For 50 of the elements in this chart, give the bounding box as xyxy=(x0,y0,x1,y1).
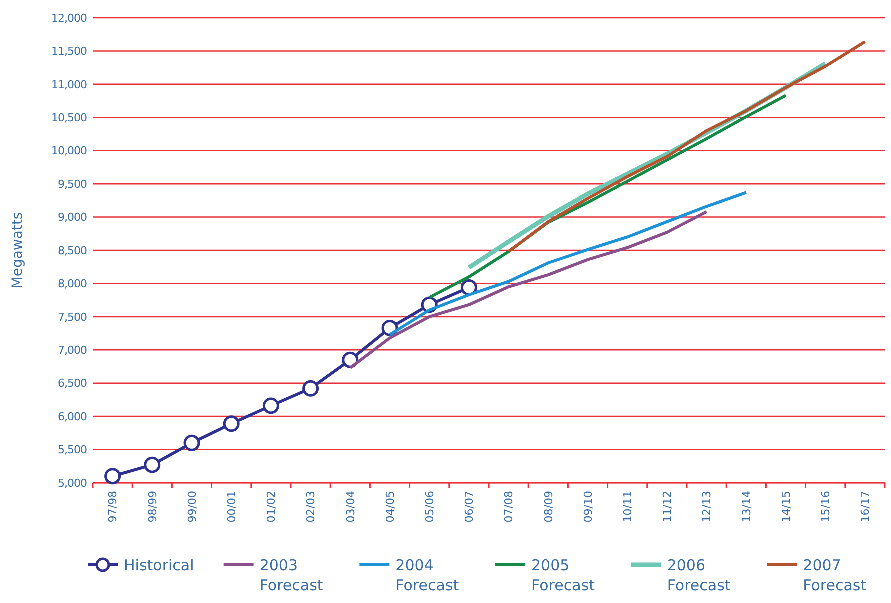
x-tick-label: 03/04 xyxy=(344,491,358,523)
x-tick-label: 99/00 xyxy=(186,491,199,523)
y-axis-title: Megawatts xyxy=(10,212,26,289)
x-tick-label: 15/16 xyxy=(819,491,832,523)
legend-label: 2006 Forecast xyxy=(667,556,731,594)
y-tick-label: 5,500 xyxy=(58,444,88,457)
legend-label: 2004 Forecast xyxy=(396,556,460,594)
y-tick-label: 8,500 xyxy=(58,244,88,258)
x-tick-label: 02/03 xyxy=(304,491,318,523)
point xyxy=(144,456,161,474)
point xyxy=(223,416,240,432)
y-tick-label: 10,000 xyxy=(52,144,88,158)
y-tick-label: 5,000 xyxy=(58,476,88,490)
x-tick-label: 14/15 xyxy=(780,491,793,523)
legend-label: Historical xyxy=(124,556,194,574)
x-tick-label: 04/05 xyxy=(384,491,397,523)
x-tick-label: 01/02 xyxy=(265,491,278,523)
y-tick-label: 10,500 xyxy=(52,111,88,124)
x-tick-label: 05/06 xyxy=(423,491,436,523)
x-tick-label: 00/01 xyxy=(225,491,238,523)
y-tick-label: 7,000 xyxy=(58,344,88,357)
point xyxy=(104,468,122,485)
legend-label: 2007 Forecast xyxy=(803,556,867,594)
x-tick-label: 98/99 xyxy=(146,491,160,523)
point xyxy=(184,434,200,452)
y-tick-label: 7,500 xyxy=(58,310,88,324)
y-tick-label: 11,500 xyxy=(52,45,88,58)
y-tick-label: 11,000 xyxy=(52,78,88,92)
point xyxy=(460,279,478,296)
x-tick-label: 10/11 xyxy=(621,491,634,523)
x-tick-label: 97/98 xyxy=(106,491,120,523)
y-tick-label: 6,000 xyxy=(58,410,88,424)
x-tick-label: 09/10 xyxy=(582,491,595,523)
point xyxy=(262,398,280,414)
x-tick-label: 11/12 xyxy=(661,491,674,523)
legend-label: 2005 Forecast xyxy=(532,556,596,594)
x-tick-label: 06/07 xyxy=(463,491,476,523)
y-tick-label: 9,000 xyxy=(58,211,88,224)
y-tick-label: 8,000 xyxy=(58,278,88,291)
x-tick-label: 16/17 xyxy=(859,491,872,523)
legend-label: 2003 Forecast xyxy=(260,556,324,594)
x-tick-label: 12/13 xyxy=(700,491,714,523)
x-tick-label: 13/14 xyxy=(740,491,754,523)
line-series xyxy=(507,40,867,254)
x-tick-label: 08/09 xyxy=(542,491,556,523)
y-tick-label: 9,500 xyxy=(58,178,88,191)
point xyxy=(302,380,320,397)
y-tick-label: 12,000 xyxy=(52,12,88,25)
y-tick-label: 6,500 xyxy=(58,377,88,390)
x-tick-label: 07/08 xyxy=(502,491,516,523)
